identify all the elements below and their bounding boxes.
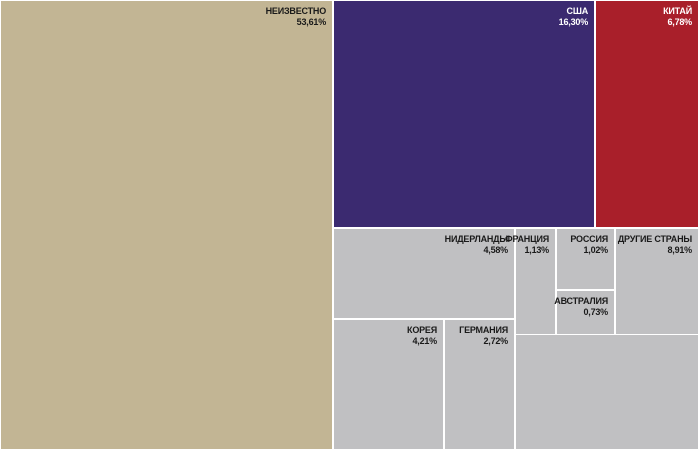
tile-germany-value: 2,72% bbox=[483, 336, 508, 346]
tile-other-countries-label: ДРУГИЕ СТРАНЫ 8,91% bbox=[618, 234, 692, 256]
tile-other-countries-name: ДРУГИЕ СТРАНЫ bbox=[617, 234, 692, 244]
tile-france-value: 1,13% bbox=[524, 245, 549, 255]
tile-usa-value: 16,30% bbox=[558, 17, 589, 27]
tile-korea: КОРЕЯ 4,21% bbox=[333, 319, 444, 450]
tile-unknown-value: 53,61% bbox=[296, 17, 327, 27]
tile-usa-label: США 16,30% bbox=[558, 6, 589, 28]
tile-china-label: КИТАЙ 6,78% bbox=[663, 6, 692, 28]
tile-russia-value: 1,02% bbox=[583, 245, 608, 255]
tile-netherlands-name: НИДЕРЛАНДЫ bbox=[444, 234, 509, 244]
tile-unknown-name: НЕИЗВЕСТНО bbox=[265, 6, 327, 16]
tile-netherlands-value: 4,58% bbox=[483, 245, 508, 255]
tile-germany-name: ГЕРМАНИЯ bbox=[459, 325, 508, 335]
tile-usa-name: США bbox=[566, 6, 589, 16]
tile-australia-value: 0,73% bbox=[583, 307, 608, 317]
tile-unknown: НЕИЗВЕСТНО 53,61% bbox=[0, 0, 333, 450]
tile-korea-label: КОРЕЯ 4,21% bbox=[407, 325, 437, 347]
tile-other-countries: ДРУГИЕ СТРАНЫ 8,91% bbox=[615, 228, 699, 335]
tile-netherlands-label: НИДЕРЛАНДЫ 4,58% bbox=[444, 234, 509, 256]
tile-russia: РОССИЯ 1,02% bbox=[556, 228, 615, 290]
tile-netherlands: НИДЕРЛАНДЫ 4,58% bbox=[333, 228, 515, 319]
tile-germany-label: ГЕРМАНИЯ 2,72% bbox=[459, 325, 508, 347]
tile-usa: США 16,30% bbox=[333, 0, 595, 228]
tile-russia-name: РОССИЯ bbox=[570, 234, 608, 244]
tile-china-value: 6,78% bbox=[667, 17, 692, 27]
tile-korea-value: 4,21% bbox=[412, 336, 437, 346]
tile-other-countries-value: 8,91% bbox=[667, 245, 692, 255]
tile-other-countries-extension bbox=[515, 335, 699, 450]
tile-france-label: ФРАНЦИЯ 1,13% bbox=[505, 234, 549, 256]
tile-germany: ГЕРМАНИЯ 2,72% bbox=[444, 319, 515, 450]
tile-australia-label: АВСТРАЛИЯ 0,73% bbox=[554, 296, 608, 318]
tile-korea-name: КОРЕЯ bbox=[407, 325, 437, 335]
tile-france: ФРАНЦИЯ 1,13% bbox=[505, 228, 556, 335]
tile-france-name: ФРАНЦИЯ bbox=[504, 234, 549, 244]
tile-russia-label: РОССИЯ 1,02% bbox=[570, 234, 608, 256]
tile-australia: АВСТРАЛИЯ 0,73% bbox=[554, 290, 615, 335]
tile-unknown-label: НЕИЗВЕСТНО 53,61% bbox=[265, 6, 327, 28]
tile-china-name: КИТАЙ bbox=[663, 6, 692, 16]
tile-australia-name: АВСТРАЛИЯ bbox=[554, 296, 608, 306]
tile-china: КИТАЙ 6,78% bbox=[595, 0, 699, 228]
